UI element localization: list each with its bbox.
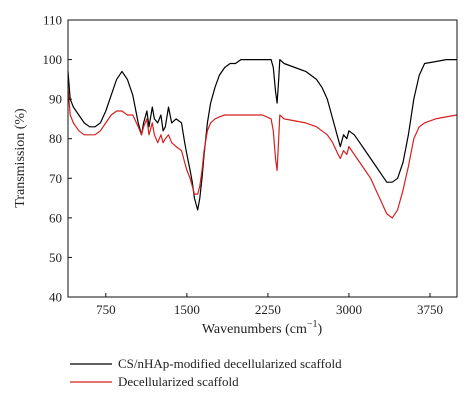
y-axis-label: Transmission (%) xyxy=(13,108,28,208)
x-tick-label-4: 3750 xyxy=(417,302,443,317)
x-tick-label-1: 1500 xyxy=(174,302,200,317)
x-axis-label-close: ) xyxy=(317,322,322,337)
legend: CS/nHAp-modified decellularized scaffold… xyxy=(70,356,342,389)
x-tick-label-2: 2250 xyxy=(255,302,281,317)
ticks-layer: 750 1500 2250 3000 3750 40 50 60 70 80 90 100 110 xyxy=(43,13,443,318)
y-tick-label-7: 110 xyxy=(43,13,62,28)
y-tick-label-3: 70 xyxy=(49,171,62,186)
y-tick-label-2: 60 xyxy=(49,210,62,225)
legend-label-0: CS/nHAp-modified decellularized scaffold xyxy=(118,356,342,371)
plot-frame xyxy=(67,19,458,298)
y-tick-label-6: 100 xyxy=(43,52,63,67)
series-layer xyxy=(67,58,458,219)
x-tick-label-0: 750 xyxy=(96,302,116,317)
series-line-0 xyxy=(67,58,457,211)
y-tick-label-5: 90 xyxy=(49,92,62,107)
x-axis-label: Wavenumbers (cm−1) xyxy=(202,319,323,337)
y-tick-label-1: 50 xyxy=(49,250,62,265)
legend-label-1: Decellularized scaffold xyxy=(118,374,239,389)
x-tick-label-3: 3000 xyxy=(336,302,362,317)
x-axis-label-main: Wavenumbers (cm xyxy=(202,322,307,337)
series-line-1 xyxy=(67,87,458,219)
y-tick-label-0: 40 xyxy=(49,290,62,305)
y-tick-label-4: 80 xyxy=(49,131,62,146)
x-axis-label-sup: −1 xyxy=(307,319,318,330)
